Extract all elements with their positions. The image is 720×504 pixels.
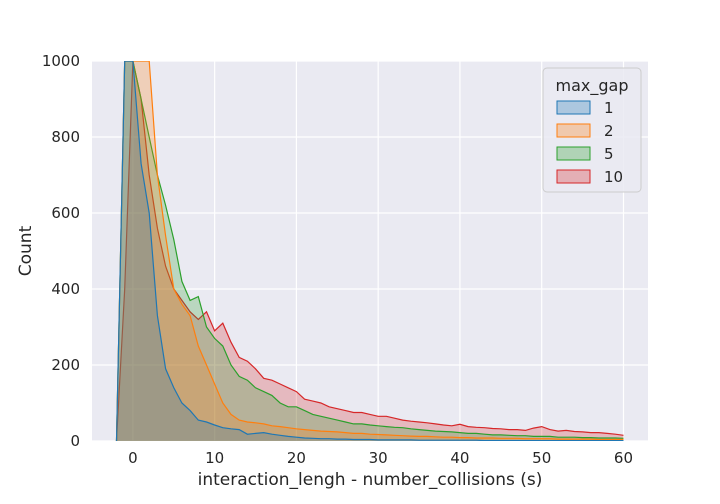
x-axis-label: interaction_lengh - number_collisions (s… — [198, 470, 543, 490]
legend-swatch-5 — [556, 146, 591, 161]
series-line-1 — [115, 61, 624, 441]
x-tick-label: 50 — [532, 449, 551, 467]
x-tick-label: 60 — [614, 449, 633, 467]
x-tick-label: 0 — [128, 449, 138, 467]
x-tick-label: 40 — [450, 449, 469, 467]
y-tick-label: 800 — [51, 128, 80, 146]
x-tick-label: 10 — [205, 449, 224, 467]
y-tick-label: 0 — [70, 432, 80, 450]
legend-label-1: 1 — [604, 99, 614, 117]
legend-label-10: 10 — [604, 168, 623, 186]
x-tick-label: 30 — [369, 449, 388, 467]
series-line-10 — [115, 61, 624, 441]
series-area-10 — [116, 61, 624, 441]
y-tick-label: 600 — [51, 204, 80, 222]
series-line-5 — [115, 61, 624, 441]
legend-swatch-1 — [556, 100, 591, 115]
x-tick-label: 20 — [287, 449, 306, 467]
series-area-2 — [116, 61, 624, 441]
legend-title: max_gap — [556, 76, 629, 96]
legend-swatch-2 — [556, 123, 591, 138]
legend-swatch-10 — [556, 169, 591, 184]
y-axis-label: Count — [16, 225, 36, 276]
y-tick-labels: 0 200 400 600 800 1000 — [42, 52, 80, 450]
y-tick-label: 200 — [51, 356, 80, 374]
series-area-1 — [116, 61, 624, 441]
legend-label-2: 2 — [604, 122, 614, 140]
y-tick-label: 400 — [51, 280, 80, 298]
legend: max_gap 1 2 5 10 — [542, 67, 642, 193]
legend-items: 1 2 5 10 — [556, 99, 623, 186]
x-tick-labels: 0 10 20 30 40 50 60 — [128, 449, 633, 467]
y-tick-label: 1000 — [42, 52, 80, 70]
legend-label-5: 5 — [604, 145, 614, 163]
series-line-2 — [115, 61, 624, 441]
legend-box — [542, 67, 642, 193]
series-layer — [115, 61, 624, 441]
grid-lines — [92, 60, 648, 442]
series-area-5 — [116, 61, 624, 441]
